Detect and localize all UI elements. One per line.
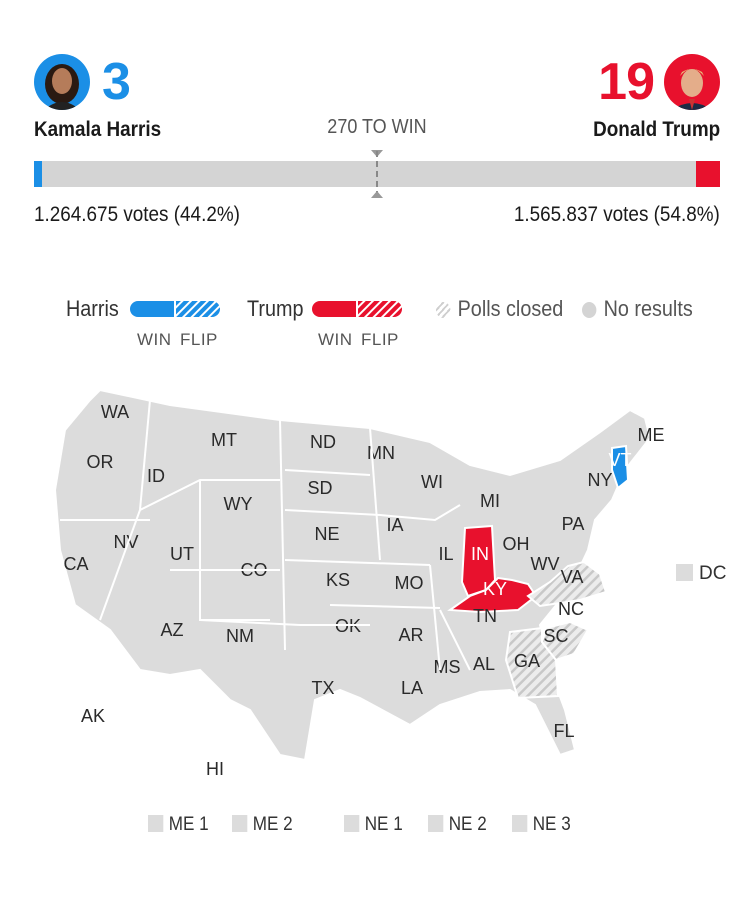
state-label-wy: WY <box>224 494 253 514</box>
state-label-oh: OH <box>503 534 530 554</box>
state-label-nc: NC <box>558 599 584 619</box>
state-label-ga: GA <box>514 651 540 671</box>
state-label-az: AZ <box>160 620 183 640</box>
threshold-label: 270 TO WIN <box>327 116 427 138</box>
harris-bar-fill <box>34 161 42 187</box>
state-label-il: IL <box>438 544 453 564</box>
map-legend: Harris WIN FLIP Trump WIN FLIP Polls clo… <box>0 296 754 366</box>
district-ne2: NE 2 <box>428 814 487 836</box>
legend-harris-label: Harris <box>66 296 119 321</box>
district-ne3: NE 3 <box>512 814 571 836</box>
state-label-mi: MI <box>480 491 500 511</box>
state-label-ak: AK <box>81 706 105 726</box>
us-electoral-map: WAORCAIDNVMTWYUTAZCONMNDSDNEKSOKTXMNIAMO… <box>53 388 665 779</box>
state-label-or: OR <box>87 452 114 472</box>
state-sc[interactable] <box>540 620 590 662</box>
state-label-al: AL <box>473 654 495 674</box>
legend-harris-flip: FLIP <box>180 330 218 349</box>
legend-no-results: No results <box>582 296 693 322</box>
trump-popular-votes: 1.565.837 votes (54.8%) <box>514 203 720 226</box>
trump-header: 19 <box>598 54 720 110</box>
state-label-ky: KY <box>483 579 507 599</box>
district-swatch <box>232 815 248 832</box>
trump-electoral-votes: 19 <box>598 53 655 111</box>
district-swatch <box>512 815 528 832</box>
state-ga[interactable] <box>504 626 560 700</box>
legend-polls-closed: Polls closed <box>436 296 563 322</box>
dc-swatch <box>676 564 693 581</box>
state-label-ca: CA <box>63 554 88 574</box>
state-label-ne: NE <box>314 524 339 544</box>
harris-avatar <box>34 54 90 110</box>
state-va[interactable] <box>526 560 608 608</box>
state-label-mo: MO <box>395 573 424 593</box>
trump-name: Donald Trump <box>592 118 720 141</box>
legend-harris-swatch <box>130 301 220 317</box>
threshold-marker-bottom <box>371 191 383 198</box>
trump-bar-fill <box>696 161 720 187</box>
district-swatch <box>148 815 164 832</box>
state-label-mt: MT <box>211 430 237 450</box>
harris-header: 3 <box>34 53 131 111</box>
no-results-swatch <box>582 302 597 319</box>
state-label-wa: WA <box>101 402 129 422</box>
map-silhouette <box>53 388 652 762</box>
threshold-line <box>376 151 378 197</box>
state-label-nd: ND <box>310 432 336 452</box>
district-ne1: NE 1 <box>344 814 403 836</box>
state-label-ny: NY <box>587 470 612 490</box>
state-label-la: LA <box>401 678 423 698</box>
trump-avatar <box>664 54 720 110</box>
legend-trump-win: WIN <box>318 330 353 349</box>
state-label-hi: HI <box>206 759 224 779</box>
state-shapes <box>447 444 630 700</box>
legend-harris-win: WIN <box>137 330 172 349</box>
district-swatch <box>428 815 444 832</box>
state-label-fl: FL <box>553 721 574 741</box>
state-vt[interactable] <box>611 444 630 490</box>
electoral-progress-bar <box>34 151 720 197</box>
state-label-sd: SD <box>307 478 332 498</box>
state-label-ks: KS <box>326 570 350 590</box>
state-label-nm: NM <box>226 626 254 646</box>
state-label-in: IN <box>471 544 489 564</box>
state-label-pa: PA <box>562 514 585 534</box>
legend-trump-flip: FLIP <box>361 330 399 349</box>
state-label-vt: VT <box>608 450 631 470</box>
state-label-id: ID <box>147 466 165 486</box>
state-label-wv: WV <box>531 554 560 574</box>
harris-electoral-votes: 3 <box>102 53 131 111</box>
dc-indicator: DC <box>676 563 726 585</box>
state-label-wi: WI <box>421 472 443 492</box>
state-label-nv: NV <box>113 532 138 552</box>
district-me2: ME 2 <box>232 814 293 836</box>
state-borders <box>60 399 471 671</box>
state-label-sc: SC <box>543 626 568 646</box>
state-label-ia: IA <box>386 515 403 535</box>
district-me1: ME 1 <box>148 814 209 836</box>
state-label-va: VA <box>561 567 584 587</box>
legend-trump-label: Trump <box>247 296 304 321</box>
state-label-ut: UT <box>170 544 194 564</box>
legend-trump-swatch <box>312 301 402 317</box>
state-label-ar: AR <box>398 625 423 645</box>
state-labels: WAORCAIDNVMTWYUTAZCONMNDSDNEKSOKTXMNIAMO… <box>63 402 664 779</box>
state-label-tn: TN <box>473 606 497 626</box>
state-label-tx: TX <box>311 678 334 698</box>
state-ky[interactable] <box>447 576 538 614</box>
district-swatch <box>344 815 360 832</box>
polls-closed-swatch <box>436 302 451 319</box>
state-label-ms: MS <box>434 657 461 677</box>
harris-name: Kamala Harris <box>34 118 162 141</box>
state-label-mn: MN <box>367 443 395 463</box>
state-label-me: ME <box>638 425 665 445</box>
harris-popular-votes: 1.264.675 votes (44.2%) <box>34 203 240 226</box>
